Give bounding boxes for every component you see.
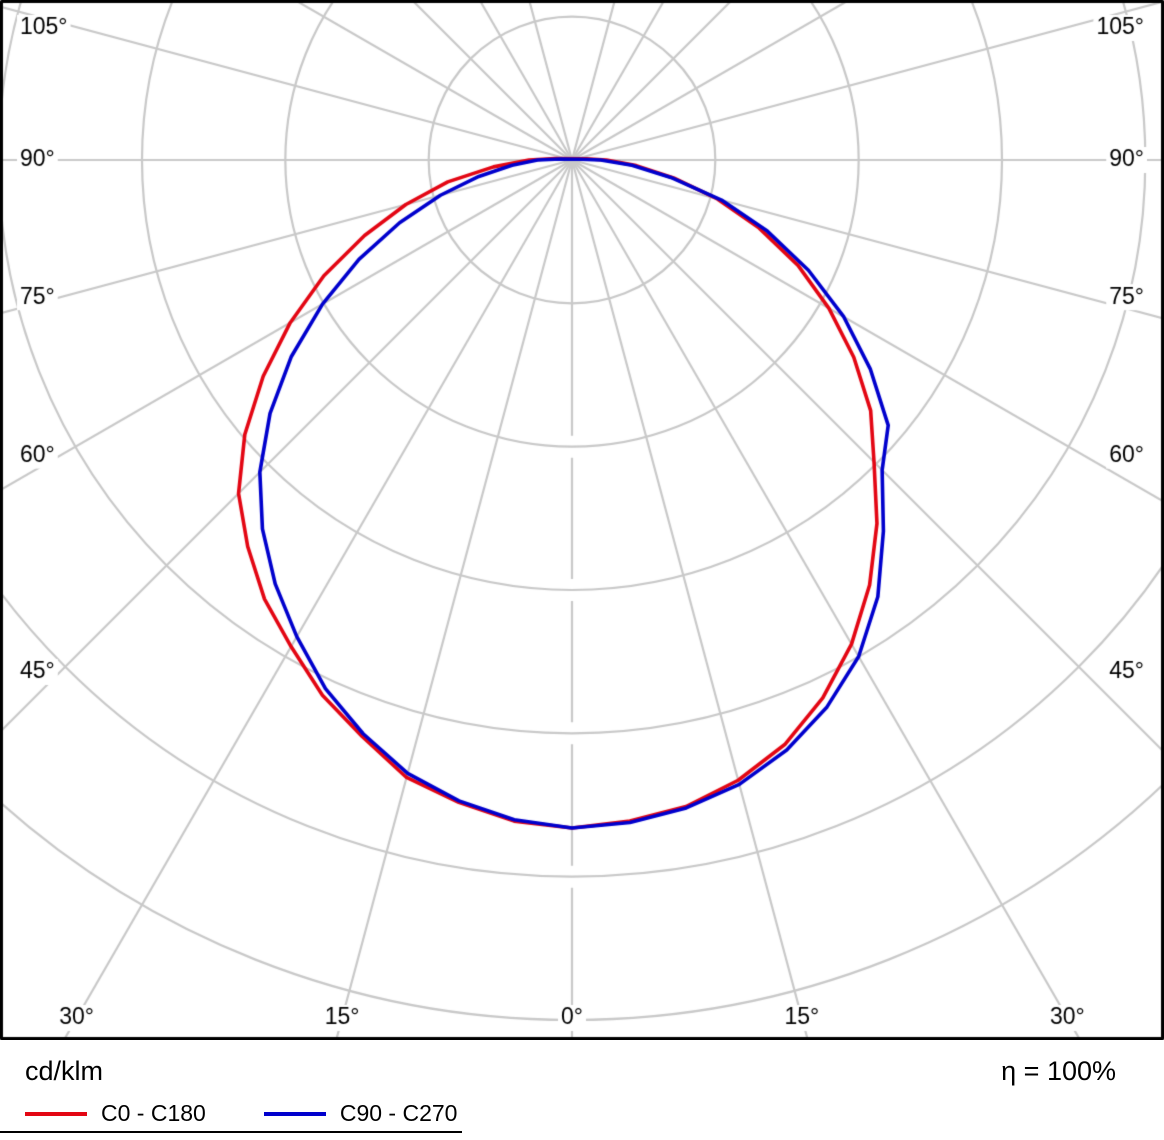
legend-item-c0-c180: C0 - C180 [25, 1100, 206, 1127]
polar-chart-frame [0, 0, 1164, 1040]
legend-swatch-c90-c270-icon [263, 1111, 326, 1116]
legend-item-c90-c270: C90 - C270 [263, 1100, 458, 1127]
legend-label-c90-c270: C90 - C270 [339, 1100, 458, 1126]
legend-label-c0-c180: C0 - C180 [101, 1100, 206, 1126]
polar-chart-canvas [0, 0, 1164, 1040]
legend: C0 - C180 C90 - C270 [25, 1100, 457, 1127]
units-label: cd/klm [25, 1056, 104, 1086]
bottom-divider [0, 1131, 462, 1133]
legend-swatch-c0-c180-icon [25, 1111, 87, 1116]
efficiency-label: η = 100% [1001, 1056, 1116, 1086]
